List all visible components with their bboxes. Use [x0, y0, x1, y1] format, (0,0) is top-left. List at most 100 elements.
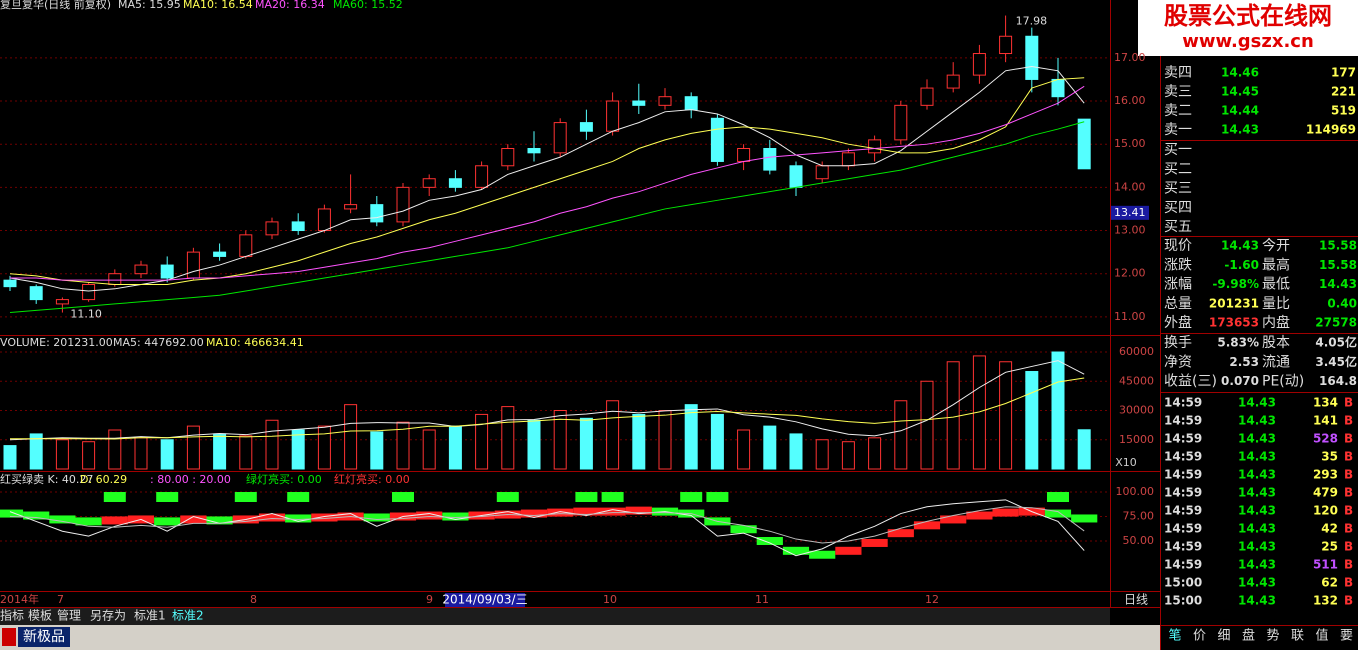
- candle-body: [370, 204, 384, 223]
- band-step: [835, 546, 862, 555]
- stat-value: 2.53: [1229, 355, 1259, 369]
- tick-price: 14.43: [1238, 540, 1276, 554]
- candle-body: [160, 264, 174, 279]
- volume-bar: [291, 429, 305, 470]
- buy-signal: [496, 492, 519, 502]
- stat-label: 流通: [1262, 354, 1290, 370]
- buy-signal: [103, 492, 126, 502]
- buy-signal: [234, 492, 257, 502]
- tick-time: 14:59: [1164, 450, 1202, 464]
- volume-bar: [3, 445, 17, 470]
- tick-time: 14:59: [1164, 432, 1202, 446]
- tick-price: 14.43: [1238, 522, 1276, 536]
- panel-tab[interactable]: 细: [1217, 629, 1230, 644]
- x-axis-label: 8: [250, 593, 257, 606]
- volume-bar: [396, 421, 410, 470]
- tick-volume: 25: [1321, 540, 1338, 554]
- volume-bar: [317, 425, 331, 470]
- candle-body: [789, 165, 803, 188]
- candle-body: [1077, 118, 1091, 170]
- y-tick-label: 11.00: [1114, 310, 1146, 323]
- ask-volume: 114969: [1306, 123, 1356, 137]
- candle-body: [815, 165, 829, 180]
- stat-value: 15.58: [1319, 258, 1357, 272]
- y-tick-label: 17.00: [1114, 51, 1146, 64]
- band-step: [730, 525, 757, 534]
- band-step: [547, 508, 574, 517]
- candle-body: [291, 221, 305, 232]
- candle-body: [317, 208, 331, 232]
- volume-bar: [160, 439, 174, 470]
- taskbar-item[interactable]: 新极品: [23, 629, 65, 645]
- panel-tab[interactable]: 要: [1340, 629, 1353, 644]
- tab[interactable]: 标准2: [172, 609, 204, 623]
- stat-label: 量比: [1262, 296, 1290, 312]
- volume-bar: [239, 435, 253, 470]
- panel-tab[interactable]: 笔: [1168, 628, 1181, 644]
- volume-bar: [894, 400, 908, 470]
- y-tick-label: 75.00: [1123, 510, 1155, 523]
- tab[interactable]: 另存为: [90, 609, 126, 623]
- candle-body: [239, 234, 253, 257]
- d-line: [9, 506, 1085, 544]
- tick-price: 14.43: [1238, 432, 1276, 446]
- tick-side: B: [1344, 486, 1353, 500]
- band-step: [258, 513, 286, 522]
- band-step: [363, 513, 390, 522]
- volume-ma5-line: [9, 360, 1085, 441]
- tick-side: B: [1344, 594, 1353, 608]
- panel-tab[interactable]: 价: [1193, 629, 1206, 644]
- volume-bar: [108, 429, 122, 470]
- ask-label: 卖三: [1164, 84, 1192, 100]
- tick-price: 14.43: [1238, 576, 1276, 590]
- panel-tab[interactable]: 盘: [1242, 628, 1255, 644]
- candle-body: [684, 96, 698, 111]
- taskbar-item-bg[interactable]: [18, 627, 70, 647]
- stat-label: 股本: [1262, 335, 1290, 351]
- ma10-label: MA10: 16.54: [183, 0, 253, 11]
- candle-body: [894, 104, 908, 141]
- tab[interactable]: 标准1: [134, 609, 166, 623]
- candle-body: [82, 283, 96, 301]
- stat-label: 收益(三): [1164, 374, 1217, 390]
- band-step: [23, 511, 50, 520]
- band-step: [75, 517, 102, 526]
- band-step: [782, 546, 810, 555]
- candle-body: [108, 273, 122, 285]
- volume-bar: [763, 425, 777, 470]
- panel-tab[interactable]: 值: [1315, 628, 1328, 644]
- panel-tab[interactable]: 势: [1266, 628, 1279, 644]
- buy-signal: [1047, 492, 1069, 502]
- volume-ma10-line: [10, 377, 1085, 440]
- tab[interactable]: 管理: [57, 608, 81, 623]
- panel-tab[interactable]: 联: [1291, 629, 1304, 644]
- period-label: 日线: [1124, 593, 1148, 607]
- tick-time: 14:59: [1164, 468, 1202, 482]
- bid-label: 买五: [1164, 219, 1192, 235]
- y-tick-label: 12.00: [1114, 267, 1146, 280]
- candle-body: [3, 279, 17, 288]
- band-step: [599, 507, 626, 516]
- tick-time: 14:59: [1164, 504, 1202, 518]
- stat-label: 内盘: [1262, 314, 1290, 331]
- candle-body: [841, 152, 855, 167]
- buy-signal: [156, 492, 179, 502]
- tick-side: B: [1344, 540, 1353, 554]
- watermark-box: [1138, 0, 1358, 56]
- stat-value: 201231: [1209, 296, 1259, 310]
- band-step: [887, 529, 914, 538]
- candle-body: [1025, 35, 1039, 80]
- volume-bar: [815, 439, 829, 470]
- tab[interactable]: 指标: [0, 608, 24, 623]
- bid-label: 买二: [1164, 161, 1192, 177]
- x-axis-label: 10: [603, 593, 617, 606]
- tick-price: 14.43: [1238, 594, 1276, 608]
- tick-price: 14.43: [1238, 468, 1276, 482]
- date-box-label: 2014/09/03/三: [442, 593, 527, 607]
- volume-bar: [1077, 429, 1091, 470]
- tick-volume: 62: [1321, 576, 1338, 590]
- stat-label: 总量: [1164, 296, 1192, 312]
- tab[interactable]: 模板: [28, 609, 52, 623]
